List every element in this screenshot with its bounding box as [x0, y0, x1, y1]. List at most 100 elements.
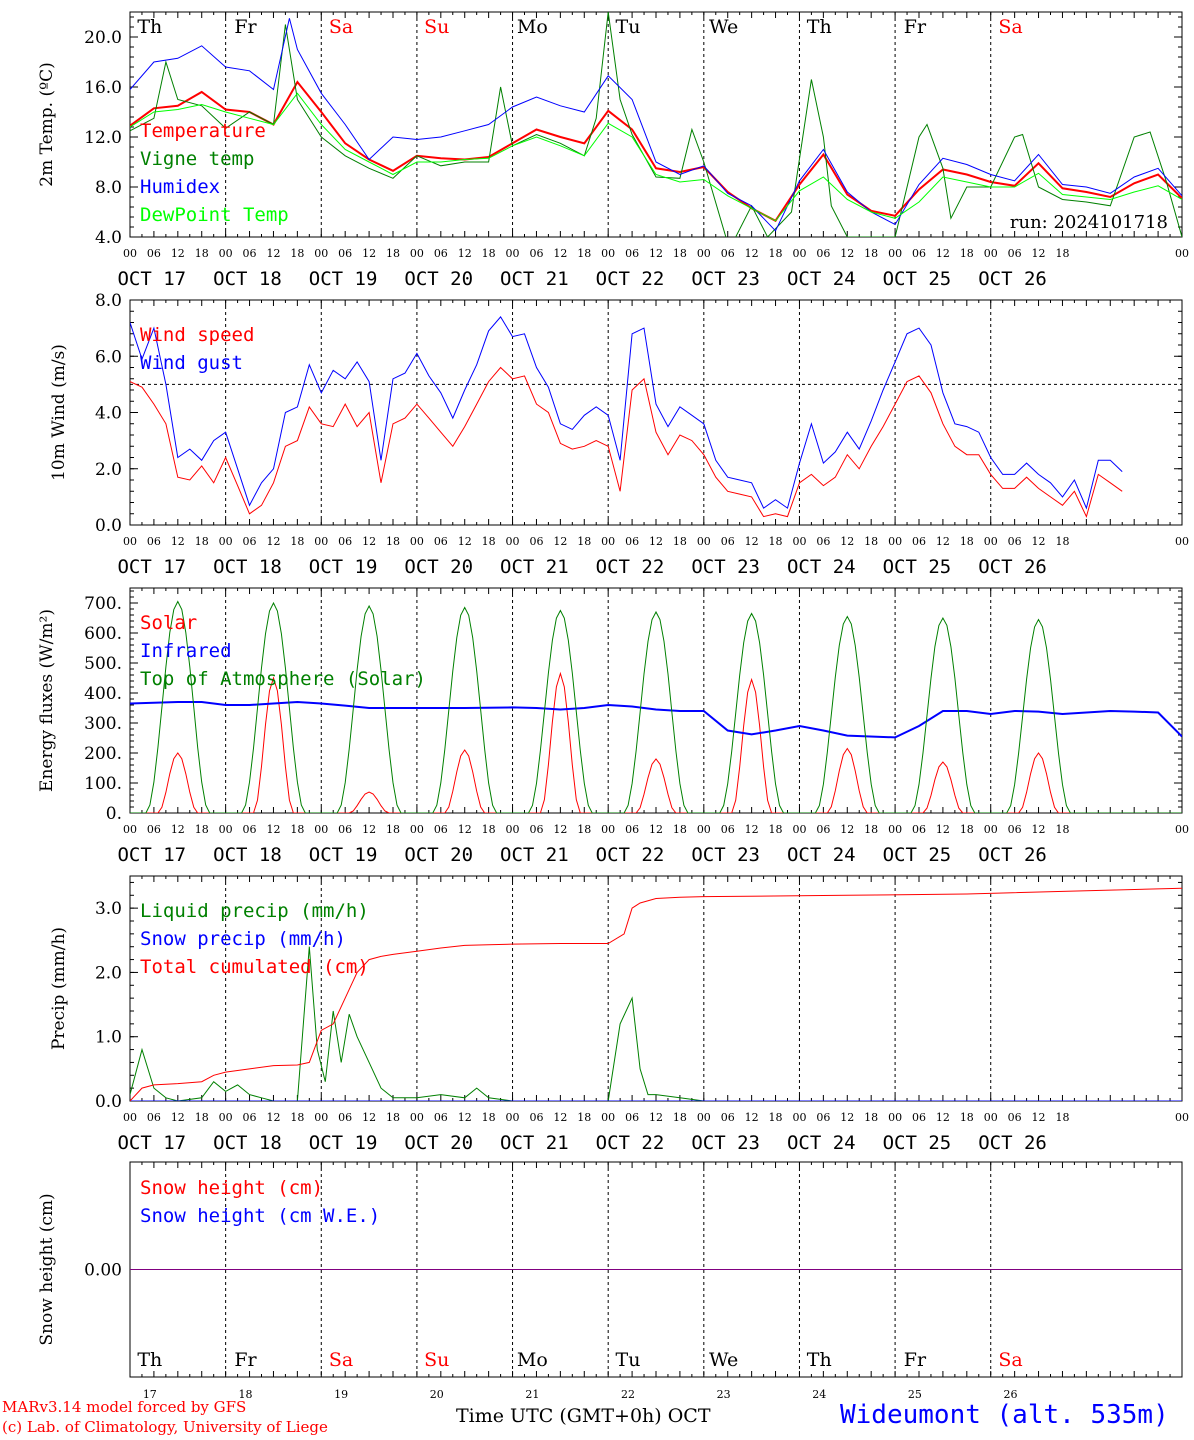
y-tick-label: 700. [84, 594, 122, 614]
hour-label: 06 [147, 535, 161, 548]
hour-label: 00 [410, 823, 424, 836]
hour-label: 00 [601, 247, 615, 260]
hour-label: 12 [1032, 1111, 1046, 1124]
day-name: Mo [517, 16, 548, 38]
hour-label: 00 [792, 823, 806, 836]
date-label: OCT 19 [309, 844, 378, 866]
date-label: OCT 22 [596, 268, 665, 290]
date-label: OCT 19 [309, 1132, 378, 1154]
hour-label: 18 [864, 823, 878, 836]
hour-label: 00 [601, 823, 615, 836]
hour-label: 00 [410, 247, 424, 260]
hour-label: 18 [1055, 823, 1069, 836]
hour-label: 12 [649, 823, 663, 836]
hour-label: 18 [769, 1111, 783, 1124]
date-label: OCT 17 [117, 556, 186, 578]
hour-label: 18 [960, 247, 974, 260]
hour-label: 12 [1032, 535, 1046, 548]
hour-label: 00 [314, 247, 328, 260]
y-tick-label: 16.0 [84, 78, 122, 98]
y-tick-label: 100. [84, 774, 122, 794]
y-tick-label: 1.0 [95, 1028, 122, 1048]
date-label: OCT 26 [978, 268, 1047, 290]
day-name: Th [137, 16, 162, 38]
panel-4 [129, 875, 1183, 1102]
hour-label: 00 [123, 535, 137, 548]
hour-label: 06 [1008, 1111, 1022, 1124]
hour-label: 12 [553, 823, 567, 836]
day-name: Mo [517, 1349, 548, 1371]
hour-label: 06 [912, 823, 926, 836]
hour-label: 18 [482, 535, 496, 548]
hour-label: 06 [243, 535, 257, 548]
hour-label: 00 [601, 535, 615, 548]
legend-entry: Total cumulated (cm) [140, 956, 369, 978]
hour-label: 18 [195, 535, 209, 548]
date-label: OCT 21 [500, 556, 569, 578]
hour-label: 18 [769, 247, 783, 260]
hour-label: 12 [458, 535, 472, 548]
day-name: Th [807, 1349, 832, 1371]
hour-label: 06 [816, 823, 830, 836]
hour-label: 18 [673, 823, 687, 836]
hour-label: 00 [1175, 823, 1189, 836]
hour-label: 18 [482, 823, 496, 836]
date-label: OCT 18 [213, 1132, 282, 1154]
y-axis-title: Energy fluxes (W/m²) [37, 609, 57, 792]
panel-5 [129, 1161, 1183, 1378]
hour-label: 00 [984, 247, 998, 260]
y-tick-label: 500. [84, 654, 122, 674]
credit-line-2: (c) Lab. of Climatology, University of L… [2, 1418, 328, 1436]
day-number-label: 25 [908, 1388, 922, 1401]
day-name: Fr [904, 1349, 927, 1371]
y-tick-label: 2.0 [95, 460, 122, 480]
hour-label: 06 [338, 247, 352, 260]
hour-label: 18 [1055, 247, 1069, 260]
hour-label: 12 [936, 823, 950, 836]
panel-2 [129, 299, 1183, 526]
legend-entry: Top of Atmosphere (Solar) [140, 668, 426, 690]
hour-label: 00 [123, 247, 137, 260]
hour-label: 00 [697, 823, 711, 836]
date-label: OCT 23 [691, 268, 760, 290]
hour-label: 12 [362, 823, 376, 836]
hour-label: 06 [529, 247, 543, 260]
date-label: OCT 21 [500, 268, 569, 290]
hour-label: 18 [386, 247, 400, 260]
hour-label: 00 [888, 823, 902, 836]
day-name: Su [424, 16, 449, 38]
date-label: OCT 26 [978, 556, 1047, 578]
hour-label: 06 [434, 823, 448, 836]
hour-label: 06 [625, 535, 639, 548]
hour-label: 18 [1055, 1111, 1069, 1124]
hour-label: 00 [314, 535, 328, 548]
date-label: OCT 21 [500, 1132, 569, 1154]
date-label: OCT 17 [117, 268, 186, 290]
hour-label: 12 [840, 823, 854, 836]
hour-label: 06 [816, 535, 830, 548]
series-line-humidex [130, 18, 1182, 232]
series-line-wind-speed [130, 366, 1123, 519]
y-axis-title: Precip (mm/h) [49, 927, 69, 1050]
y-tick-label: 400. [84, 684, 122, 704]
hour-label: 00 [506, 247, 520, 260]
y-tick-label: 0. [106, 804, 122, 824]
y-tick-label: 8.0 [95, 178, 122, 198]
legend-entry: Snow height (cm) [140, 1177, 323, 1199]
y-tick-label: 3.0 [95, 899, 122, 919]
hour-label: 00 [506, 535, 520, 548]
hour-label: 06 [243, 247, 257, 260]
hour-label: 18 [960, 823, 974, 836]
series-line-wind-gust [130, 316, 1123, 510]
hour-label: 12 [649, 247, 663, 260]
hour-label: 12 [1032, 247, 1046, 260]
date-label: OCT 24 [787, 1132, 856, 1154]
hour-label: 06 [243, 1111, 257, 1124]
hour-label: 18 [769, 535, 783, 548]
y-tick-label: 4.0 [95, 404, 122, 424]
legend-entry: Vigne temp [140, 148, 254, 170]
hour-label: 18 [864, 247, 878, 260]
hour-label: 12 [458, 247, 472, 260]
hour-label: 06 [816, 247, 830, 260]
